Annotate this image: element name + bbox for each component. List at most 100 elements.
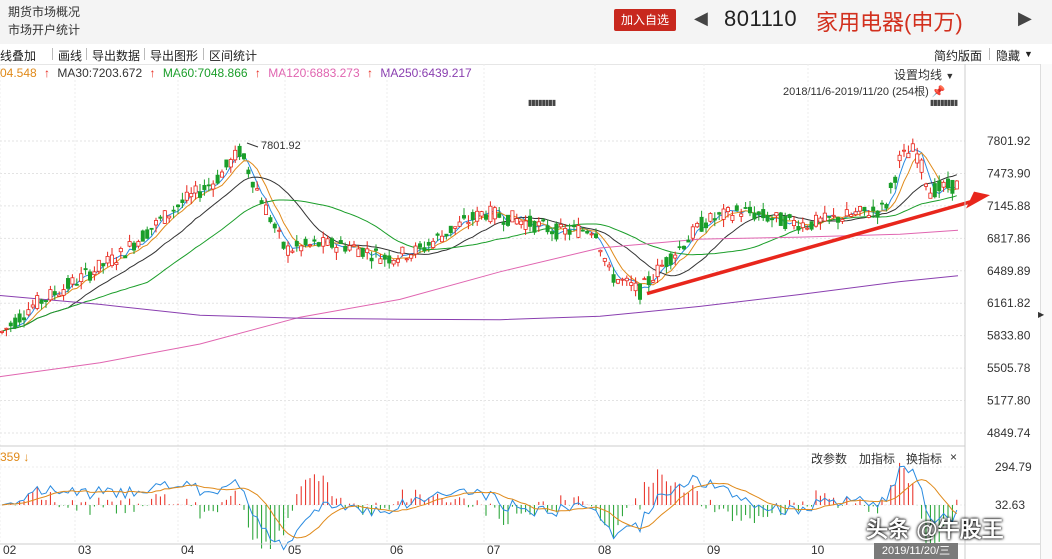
account-stats-link[interactable]: 市场开户统计 (8, 23, 81, 37)
candle-body (646, 276, 651, 285)
overlay-line-button[interactable]: 线叠加 (0, 49, 37, 63)
candle-body (932, 183, 937, 198)
candle-body (268, 217, 273, 223)
kline-chart[interactable]: 7801.92 7801.92 7473.90 7145.88 6817.86 6489… (0, 64, 1040, 559)
expand-panel-icon[interactable]: ▶ (1038, 310, 1045, 319)
pin-icon: 📌 (931, 86, 946, 98)
candle-body (202, 185, 207, 190)
up-arrow-icon: ↑ (254, 66, 261, 80)
candle-body (686, 239, 691, 243)
ma120-line (0, 229, 959, 378)
candle-body (611, 274, 616, 283)
add-watchlist-button[interactable]: 加入自选 (614, 9, 676, 31)
candle-body (554, 223, 559, 240)
candle-body (343, 245, 348, 252)
candle-body (8, 322, 13, 327)
hide-dropdown-icon[interactable]: ▼ (1024, 49, 1033, 59)
month-tick-label: 08 (598, 543, 612, 557)
price-tick-label: 6489.89 (987, 264, 1031, 278)
candle-body (435, 233, 440, 236)
top-links: 期货市场概况 市场开户统计 (8, 3, 80, 39)
candle-body (356, 248, 361, 258)
dea-line (1, 479, 958, 539)
candle-body (378, 258, 383, 264)
hide-button[interactable]: 隐藏 (996, 49, 1021, 63)
candle-body (778, 212, 783, 226)
switch-indicator-button[interactable]: 换指标 (906, 452, 943, 466)
candle-body (950, 179, 955, 194)
stock-name: 家用电器(申万) (816, 10, 963, 35)
candle-body (699, 216, 704, 232)
candle-body (510, 210, 515, 223)
range-stats-button[interactable]: 区间统计 (209, 49, 258, 63)
candle-body (862, 206, 867, 212)
candle-body (528, 215, 533, 227)
candle-body (655, 264, 660, 278)
candle-body (505, 214, 510, 226)
candle-body (101, 263, 106, 267)
candle-body (704, 222, 709, 229)
candle-body (395, 258, 400, 263)
candle-body (805, 227, 810, 230)
export-image-button[interactable]: 导出图形 (150, 49, 199, 63)
change-params-button[interactable]: 改参数 (811, 452, 848, 466)
candle-body (57, 294, 62, 297)
candle-body (211, 183, 216, 190)
candle-body (875, 210, 880, 218)
candle-body (241, 153, 246, 160)
candle-body (466, 221, 471, 225)
candle-body (796, 226, 801, 231)
next-stock-icon[interactable]: ▶ (1018, 8, 1032, 28)
price-tick-label: 4849.74 (987, 426, 1031, 440)
simple-layout-button[interactable]: 简约版面 (934, 49, 983, 63)
ma-legend-ma10: 04.548 (0, 66, 37, 80)
candle-body (255, 188, 260, 191)
candle-body (607, 264, 612, 268)
candle-body (514, 218, 519, 225)
candle-body (127, 241, 132, 247)
close-indicator-icon[interactable]: × (950, 450, 958, 464)
futures-overview-link[interactable]: 期货市场概况 (8, 5, 81, 19)
month-tick-label: 07 (487, 543, 501, 557)
ma-legend-ma60: MA60:7048.866 (162, 66, 248, 80)
candle-body (153, 220, 158, 226)
candle-body (888, 182, 893, 189)
price-tick-label: 5833.80 (987, 329, 1031, 343)
candle-body (708, 213, 713, 222)
set-ma-button[interactable]: 设置均线 ▼ (894, 68, 955, 82)
draw-line-button[interactable]: 画线 (58, 49, 83, 63)
candle-body (321, 237, 326, 247)
candle-body (158, 216, 163, 219)
event-marker-icon[interactable]: ▮▮▮▮▮▮▮▮ (528, 98, 556, 107)
candle-body (250, 181, 255, 188)
candle-body (184, 191, 189, 201)
candle-body (594, 233, 599, 238)
ma-legend-ma30: MA30:7203.672 (57, 66, 143, 80)
candle-body (853, 211, 858, 216)
candle-body (734, 205, 739, 211)
candle-body (572, 224, 577, 228)
candle-body (219, 171, 224, 178)
candle-body (550, 231, 555, 235)
candle-body (74, 283, 79, 286)
event-marker-icon[interactable]: ▮▮▮▮▮▮▮▮ (930, 98, 958, 107)
candle-body (110, 254, 115, 267)
add-indicator-button[interactable]: 加指标 (859, 452, 896, 466)
candle-body (748, 206, 753, 214)
candle-body (259, 200, 264, 204)
candle-body (409, 254, 414, 259)
stock-code: 801110 (724, 6, 798, 31)
candle-body (118, 248, 123, 253)
prev-stock-icon[interactable]: ◀ (694, 8, 708, 28)
candle-body (35, 295, 40, 309)
candle-body (858, 206, 863, 212)
candle-body (48, 289, 53, 301)
candle-body (893, 176, 898, 183)
candle-body (285, 245, 290, 256)
export-data-button[interactable]: 导出数据 (92, 49, 141, 63)
price-tick-label: 6817.86 (987, 231, 1031, 245)
candle-body (545, 225, 550, 233)
dif-line (1, 465, 958, 551)
candle-body (334, 247, 339, 253)
candle-body (360, 247, 365, 257)
